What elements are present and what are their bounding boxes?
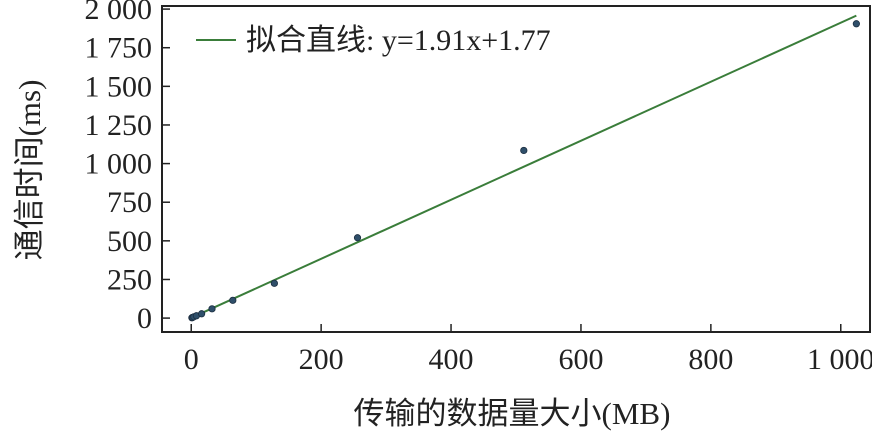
fit-line xyxy=(190,14,857,319)
y-axis-title: 通信时间(ms) xyxy=(12,80,47,261)
data-point xyxy=(229,296,237,304)
x-axis-ticks: 0 200 400 600 800 1 000 xyxy=(184,324,872,376)
x-tick-label: 0 xyxy=(184,343,199,376)
y-tick-label: 1 500 xyxy=(85,70,153,103)
y-tick-label: 0 xyxy=(137,302,152,335)
plot-frame xyxy=(161,5,871,333)
y-tick-label: 1 000 xyxy=(85,148,153,181)
x-axis-title: 传输的数据量大小(MB) xyxy=(354,396,671,431)
x-tick-label: 800 xyxy=(688,343,733,376)
y-tick-label: 750 xyxy=(107,186,152,219)
data-points xyxy=(188,20,860,322)
data-point xyxy=(270,279,278,287)
y-tick-label: 250 xyxy=(107,263,152,296)
data-point xyxy=(520,146,528,155)
y-axis-ticks: 0 250 500 750 1 000 1 250 1 500 1 750 2 000 xyxy=(85,0,170,335)
data-point xyxy=(208,305,216,313)
data-point xyxy=(353,234,362,242)
x-tick-label: 1 000 xyxy=(807,343,872,376)
legend: 拟合直线: y=1.91x+1.77 xyxy=(196,24,551,57)
x-tick-label: 400 xyxy=(429,343,474,376)
y-tick-label: 2 000 xyxy=(85,0,153,26)
y-tick-label: 1 250 xyxy=(85,109,153,142)
y-tick-label: 1 750 xyxy=(85,32,153,65)
legend-label: 拟合直线: y=1.91x+1.77 xyxy=(246,24,551,57)
y-tick-label: 500 xyxy=(107,225,152,258)
x-tick-label: 600 xyxy=(558,343,603,376)
data-point xyxy=(852,20,860,28)
x-tick-label: 200 xyxy=(299,343,344,376)
data-point xyxy=(198,310,206,318)
